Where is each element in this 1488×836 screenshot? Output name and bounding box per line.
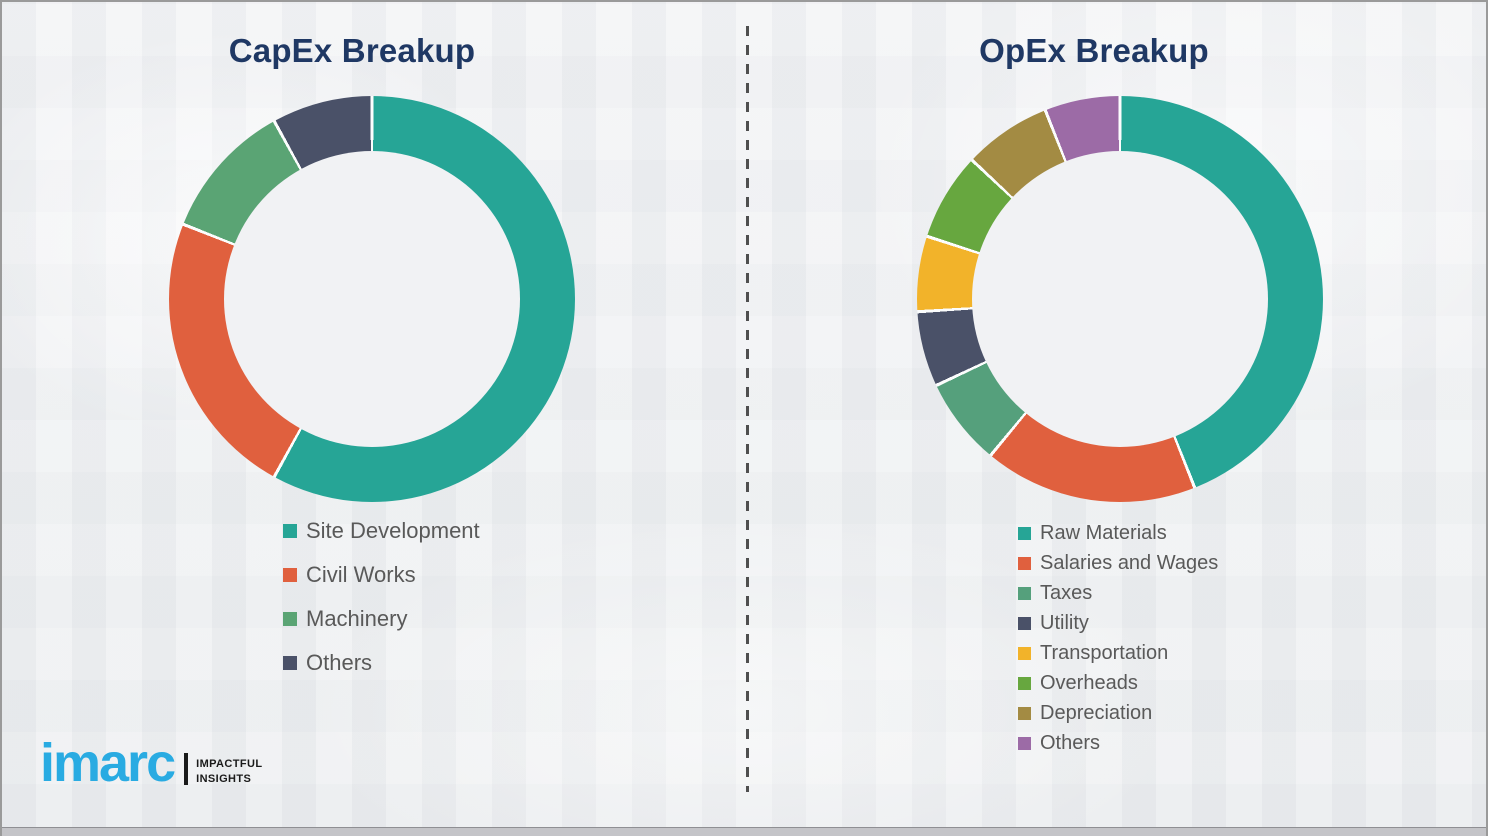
legend-item: Salaries and Wages bbox=[1018, 548, 1218, 578]
legend-swatch-icon bbox=[283, 612, 297, 626]
legend-item: Transportation bbox=[1018, 638, 1218, 668]
legend-label: Depreciation bbox=[1040, 701, 1153, 724]
legend-label: Site Development bbox=[306, 518, 480, 543]
logo-tagline-line1: IMPACTFUL bbox=[196, 758, 263, 771]
legend-label: Salaries and Wages bbox=[1040, 551, 1219, 574]
legend-label: Others bbox=[306, 650, 373, 675]
legend-item: Machinery bbox=[283, 597, 480, 641]
legend-swatch-icon bbox=[1018, 526, 1031, 540]
legend-item: Site Development bbox=[283, 509, 480, 553]
legend-swatch-icon bbox=[283, 524, 297, 538]
legend-label: Raw Materials bbox=[1040, 521, 1167, 544]
legend-item: Others bbox=[1018, 728, 1218, 758]
legend-swatch-icon bbox=[1018, 616, 1031, 630]
imarc-logo-wordmark: imarc bbox=[40, 733, 176, 793]
opex-legend: Raw Materials Salaries and Wages Taxes Util… bbox=[1018, 518, 1218, 758]
window-bottom-edge bbox=[2, 827, 1486, 836]
legend-item: Raw Materials bbox=[1018, 518, 1218, 548]
legend-item: Utility bbox=[1018, 608, 1218, 638]
legend-swatch-icon bbox=[1018, 736, 1031, 750]
legend-label: Overheads bbox=[1040, 671, 1138, 694]
capex-donut-chart bbox=[169, 96, 575, 502]
legend-swatch-icon bbox=[1018, 676, 1031, 690]
opex-donut-chart bbox=[917, 96, 1323, 502]
imarc-logo: imarc IMPACTFUL INSIGHTS bbox=[40, 736, 262, 790]
legend-item: Taxes bbox=[1018, 578, 1218, 608]
legend-label: Civil Works bbox=[306, 562, 416, 587]
legend-item: Civil Works bbox=[283, 553, 480, 597]
opex-chart-title: OpEx Breakup bbox=[979, 32, 1209, 69]
capex-chart-title: CapEx Breakup bbox=[228, 32, 476, 69]
vertical-dashed-divider bbox=[746, 26, 749, 792]
logo-tagline-line2: INSIGHTS bbox=[196, 772, 252, 785]
legend-label: Taxes bbox=[1040, 581, 1093, 604]
legend-swatch-icon bbox=[1018, 646, 1031, 660]
legend-item: Others bbox=[283, 641, 480, 685]
legend-swatch-icon bbox=[1018, 586, 1031, 600]
legend-swatch-icon bbox=[1018, 556, 1031, 570]
legend-item: Depreciation bbox=[1018, 698, 1218, 728]
capex-legend: Site Development Civil Works Machinery Othe… bbox=[283, 509, 480, 685]
legend-label: Transportation bbox=[1040, 641, 1169, 664]
legend-swatch-icon bbox=[283, 568, 297, 582]
logo-tagline: IMPACTFUL INSIGHTS bbox=[196, 757, 262, 786]
legend-label: Others bbox=[1040, 731, 1101, 754]
legend-label: Machinery bbox=[306, 606, 408, 631]
logo-divider-bar bbox=[184, 753, 189, 785]
legend-label: Utility bbox=[1040, 611, 1089, 634]
legend-swatch-icon bbox=[1018, 706, 1031, 720]
legend-item: Overheads bbox=[1018, 668, 1218, 698]
legend-swatch-icon bbox=[283, 656, 297, 670]
